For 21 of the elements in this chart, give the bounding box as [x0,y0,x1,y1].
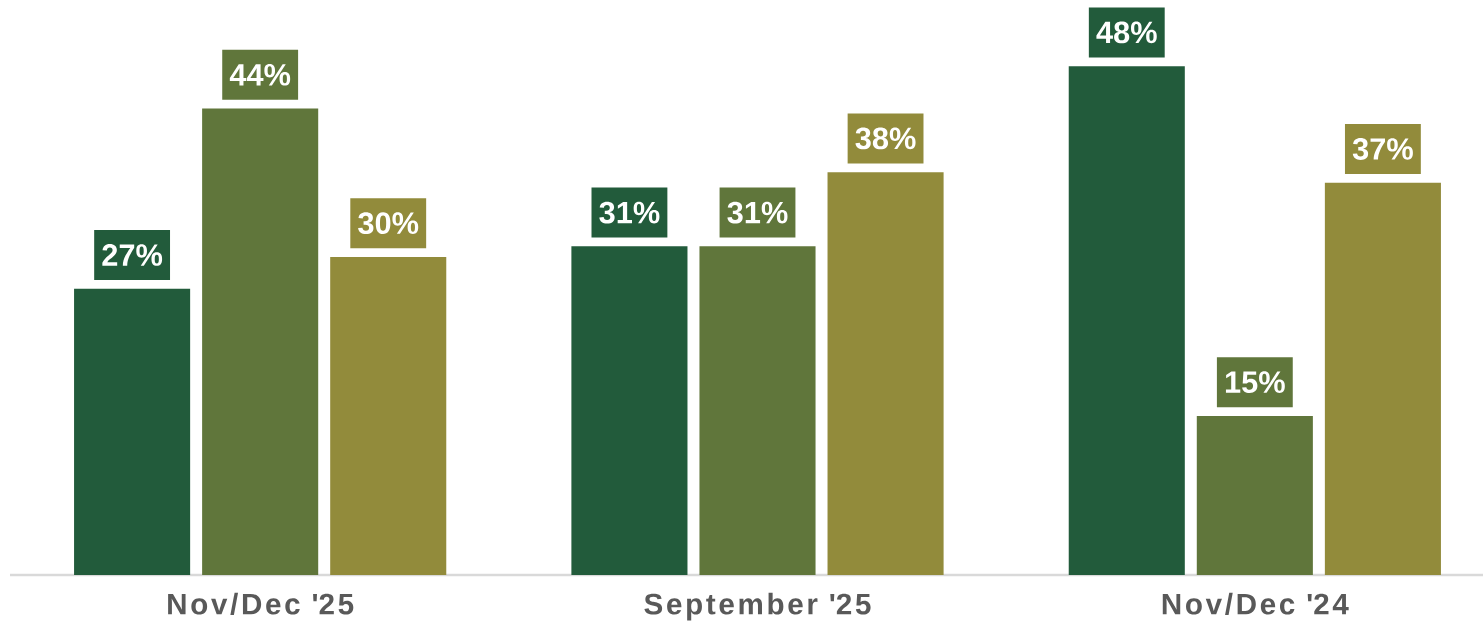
data-label: 30% [358,212,419,235]
data-label: 27% [102,244,163,266]
bar [1196,415,1313,575]
data-label: 31% [599,201,660,224]
bar [1324,182,1441,575]
x-tick-label: Nov/Dec '25 [168,592,354,615]
data-label: 48% [1096,21,1157,44]
bar [74,288,191,575]
x-tick-label: September '25 [644,592,871,621]
x-tick-label: Nov/Dec '24 [1162,592,1349,615]
data-label: 31% [727,201,788,224]
data-label: 44% [229,63,291,86]
data-label: 38% [855,127,916,150]
bar [202,108,319,575]
data-label: 37% [1352,138,1413,160]
bar [571,246,688,575]
bar [827,172,944,575]
bar [330,256,447,575]
data-label: 15% [1225,371,1285,394]
bar [1068,66,1185,575]
bar [699,246,816,575]
